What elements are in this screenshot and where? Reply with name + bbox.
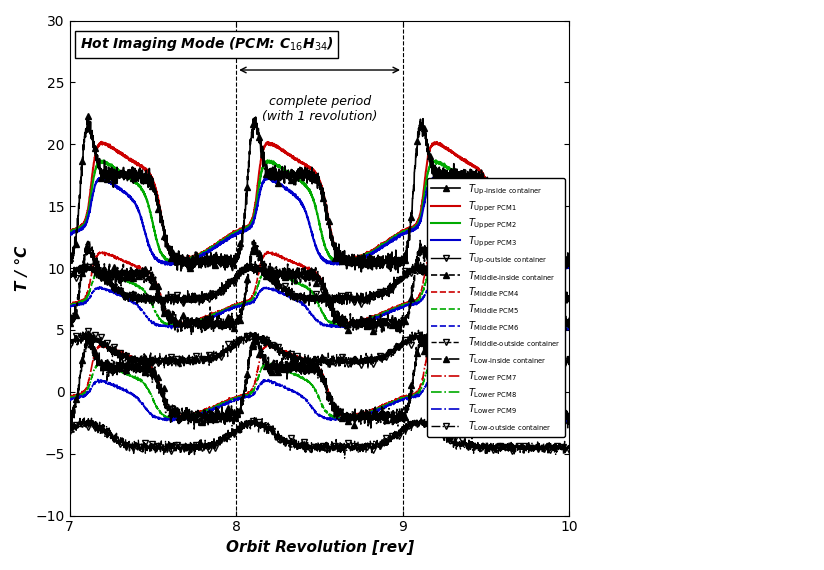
Y-axis label: T / °C: T / °C (15, 245, 30, 291)
X-axis label: Orbit Revolution [rev]: Orbit Revolution [rev] (226, 540, 414, 555)
Text: complete period
(with 1 revolution): complete period (with 1 revolution) (262, 95, 377, 123)
Text: Hot Imaging Mode (PCM: C$_{16}$H$_{34}$): Hot Imaging Mode (PCM: C$_{16}$H$_{34}$) (80, 35, 334, 54)
Legend: $T_{\mathrm{Up\text{-}inside\ container}}$, $T_{\mathrm{Upper\ PCM1}}$, $T_{\mat: $T_{\mathrm{Up\text{-}inside\ container}… (427, 178, 564, 437)
